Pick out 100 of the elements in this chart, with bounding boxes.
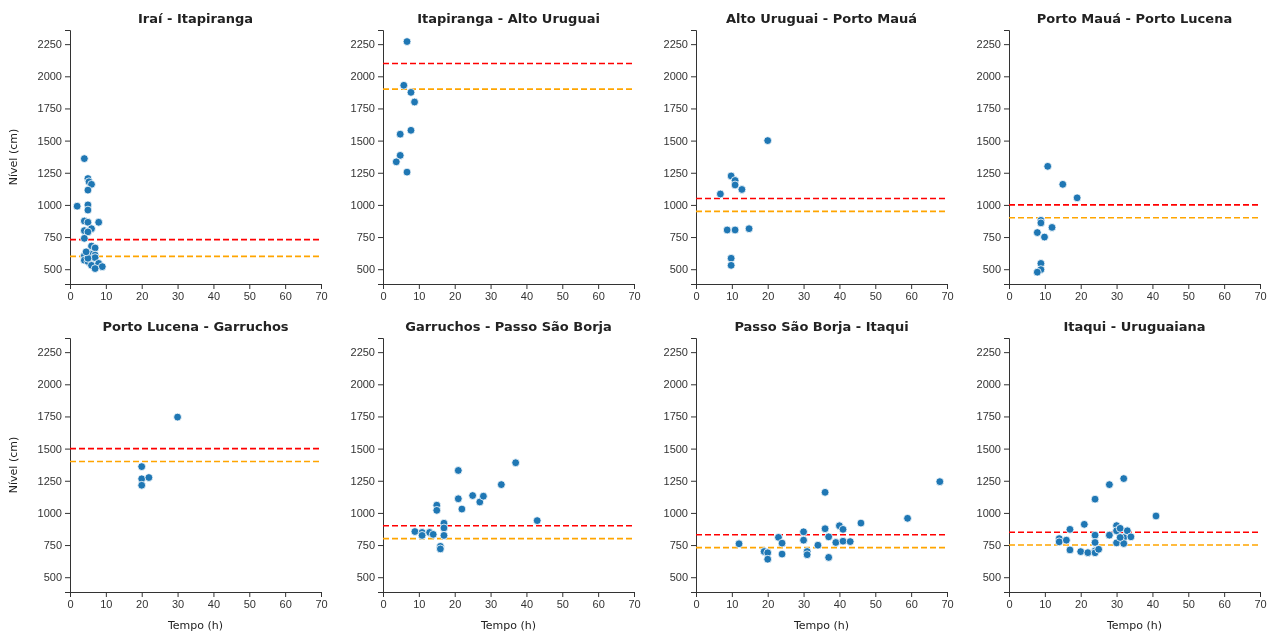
x-tick-label: 40	[1146, 597, 1160, 610]
x-tick-label: 30	[484, 597, 498, 610]
y-tick-label: 750	[43, 231, 62, 244]
y-tick-label: 500	[43, 571, 62, 584]
x-axis-title: Tempo (h)	[1105, 619, 1163, 632]
x-tick-label: 10	[726, 597, 739, 610]
y-tick-label: 1000	[37, 198, 62, 211]
y-tick-label: 1750	[37, 102, 62, 115]
x-tick-label: 50	[869, 289, 882, 302]
x-tick-label: 0	[693, 597, 700, 610]
x-tick-label: 50	[869, 597, 882, 610]
y-tick-label: 1750	[976, 102, 1001, 115]
x-tick-label: 30	[171, 597, 185, 610]
x-tick-label: 20	[1075, 597, 1088, 610]
y-axis-title: Nível (cm)	[7, 128, 20, 186]
y-tick-label: 1750	[663, 410, 688, 423]
x-tick-label: 20	[1075, 289, 1088, 302]
chart-title: Garruchos - Passo São Borja	[405, 319, 612, 334]
y-tick-label: 2000	[37, 378, 62, 391]
y-tick-label: 1250	[663, 474, 688, 487]
y-tick-label: 1500	[663, 134, 688, 147]
y-tick-label: 2250	[350, 346, 375, 359]
chart-title: Itapiranga - Alto Uruguai	[417, 11, 600, 26]
x-tick-label: 20	[136, 289, 149, 302]
y-tick-label: 2000	[663, 378, 688, 391]
x-axis-title: Tempo (h)	[792, 619, 850, 632]
y-tick-label: 2250	[976, 346, 1001, 359]
y-tick-label: 1000	[37, 506, 62, 519]
x-tick-label: 50	[243, 597, 256, 610]
y-tick-label: 750	[982, 539, 1001, 552]
x-tick-label: 60	[592, 289, 605, 302]
x-tick-label: 40	[520, 289, 534, 302]
y-tick-label: 1250	[663, 166, 688, 179]
y-tick-label: 1250	[37, 474, 62, 487]
y-tick-label: 500	[982, 571, 1001, 584]
x-tick-label: 10	[100, 597, 113, 610]
y-tick-label: 1500	[37, 134, 62, 147]
chart-title: Porto Mauá - Porto Lucena	[1036, 11, 1233, 26]
y-tick-label: 500	[669, 571, 688, 584]
x-tick-label: 10	[1039, 597, 1052, 610]
x-tick-label: 40	[833, 597, 847, 610]
y-tick-label: 1750	[350, 410, 375, 423]
y-axis-title: Nível (cm)	[7, 436, 20, 494]
y-tick-label: 2250	[976, 38, 1001, 51]
x-tick-label: 0	[693, 289, 700, 302]
x-tick-label: 70	[628, 597, 641, 610]
y-tick-label: 1000	[976, 506, 1001, 519]
y-tick-label: 750	[356, 231, 375, 244]
y-tick-label: 750	[669, 539, 688, 552]
y-tick-label: 750	[43, 539, 62, 552]
x-tick-label: 40	[1146, 289, 1160, 302]
y-tick-label: 1000	[976, 198, 1001, 211]
y-tick-label: 2000	[663, 70, 688, 83]
x-tick-label: 10	[413, 597, 426, 610]
y-tick-label: 500	[669, 263, 688, 276]
x-tick-label: 20	[449, 289, 462, 302]
y-tick-label: 1500	[350, 442, 375, 455]
y-tick-label: 2000	[350, 378, 375, 391]
x-tick-label: 20	[762, 597, 775, 610]
x-tick-label: 50	[243, 289, 256, 302]
y-tick-label: 500	[356, 263, 375, 276]
y-tick-label: 1500	[350, 134, 375, 147]
x-tick-label: 40	[833, 289, 847, 302]
y-tick-label: 2000	[37, 70, 62, 83]
x-tick-label: 0	[1006, 597, 1013, 610]
x-tick-label: 70	[1254, 597, 1267, 610]
y-tick-label: 1500	[663, 442, 688, 455]
chart-title: Itaqui - Uruguaiana	[1063, 319, 1206, 334]
y-tick-label: 1750	[350, 102, 375, 115]
y-tick-label: 750	[356, 539, 375, 552]
y-tick-label: 2250	[37, 346, 62, 359]
x-tick-label: 40	[207, 289, 221, 302]
y-tick-label: 1250	[350, 166, 375, 179]
y-tick-label: 1000	[663, 506, 688, 519]
x-tick-label: 70	[315, 597, 328, 610]
x-tick-label: 70	[628, 289, 641, 302]
y-tick-label: 1750	[663, 102, 688, 115]
x-tick-label: 0	[380, 597, 387, 610]
y-tick-label: 500	[43, 263, 62, 276]
x-tick-label: 60	[279, 597, 292, 610]
y-tick-label: 1500	[976, 442, 1001, 455]
x-tick-label: 60	[592, 597, 605, 610]
chart-title: Iraí - Itapiranga	[137, 11, 254, 26]
x-tick-label: 50	[1182, 597, 1195, 610]
chart-title: Passo São Borja - Itaqui	[734, 319, 909, 334]
x-tick-label: 30	[1110, 289, 1124, 302]
y-tick-label: 1500	[976, 134, 1001, 147]
x-tick-label: 30	[797, 289, 811, 302]
y-tick-label: 1000	[350, 198, 375, 211]
y-tick-label: 2000	[350, 70, 375, 83]
x-tick-label: 60	[279, 289, 292, 302]
x-tick-label: 20	[449, 597, 462, 610]
x-tick-label: 50	[556, 597, 569, 610]
y-tick-label: 2000	[976, 378, 1001, 391]
x-tick-label: 60	[905, 597, 918, 610]
x-tick-label: 60	[1218, 289, 1231, 302]
x-tick-label: 30	[484, 289, 498, 302]
x-tick-label: 20	[136, 597, 149, 610]
y-tick-label: 2250	[350, 38, 375, 51]
x-tick-label: 70	[941, 597, 954, 610]
